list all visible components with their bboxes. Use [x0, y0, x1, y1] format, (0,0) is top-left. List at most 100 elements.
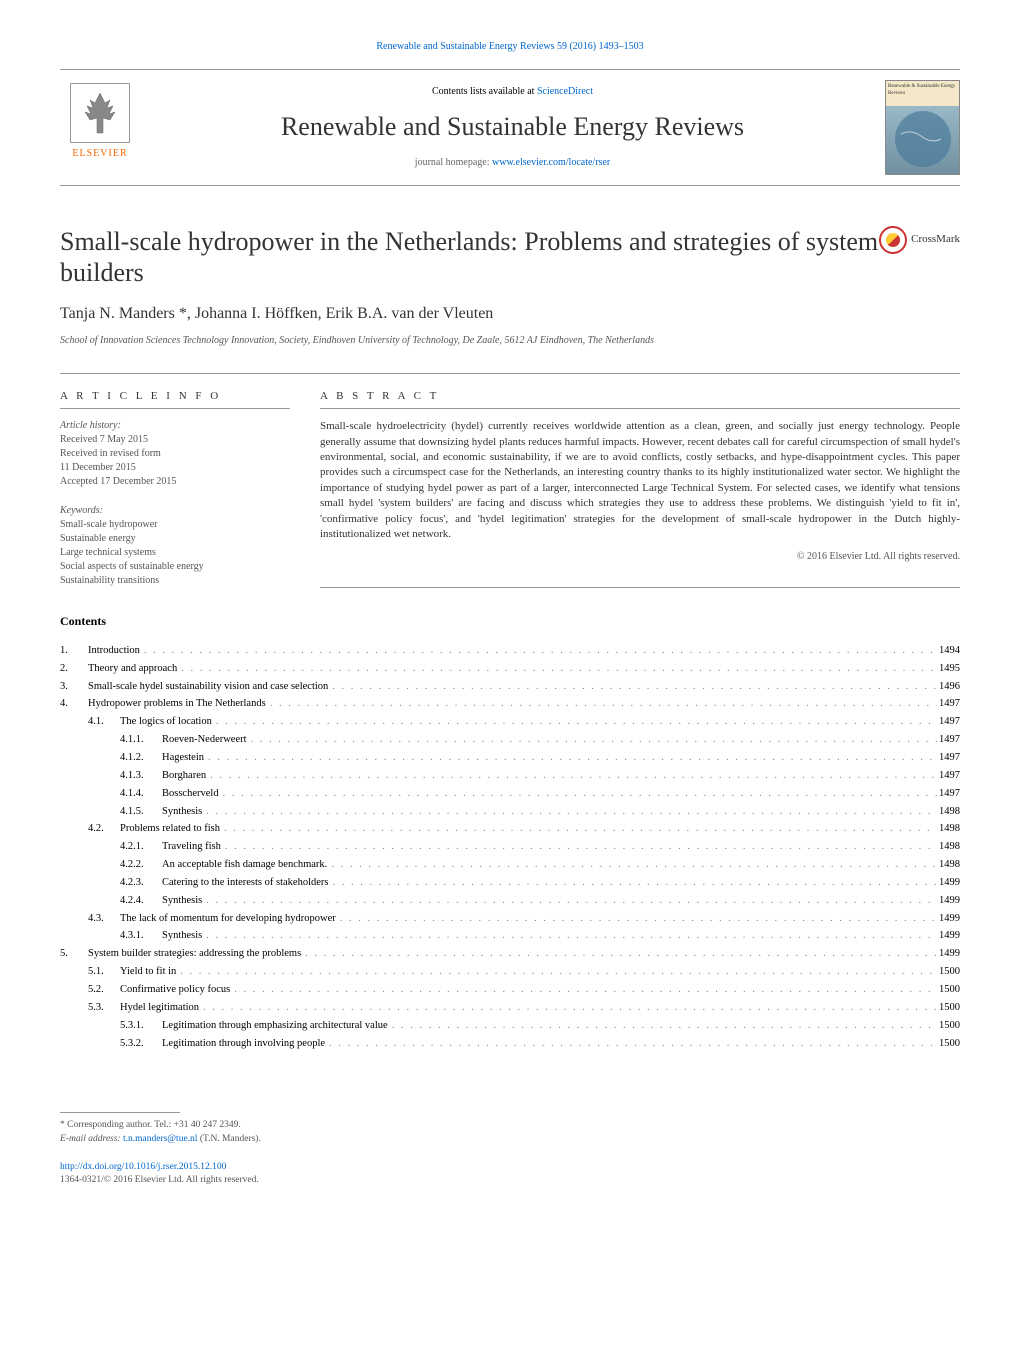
journal-header: ELSEVIER Contents lists available at Sci… [60, 69, 960, 186]
toc-number: 4.3.1. [120, 927, 162, 945]
history-received: Received 7 May 2015 [60, 433, 290, 447]
toc-title: Yield to fit in [120, 963, 176, 981]
toc-number: 3. [60, 678, 88, 696]
toc-page: 1499 [939, 927, 960, 945]
toc-page: 1499 [939, 910, 960, 928]
toc-row: 5.3.2.Legitimation through involving peo… [60, 1035, 960, 1053]
toc-dots [202, 803, 937, 821]
toc-number: 4.2.4. [120, 892, 162, 910]
corresponding-author: * Corresponding author. Tel.: +31 40 247… [60, 1119, 960, 1132]
article-title: Small-scale hydropower in the Netherland… [60, 226, 879, 288]
toc-title: Problems related to fish [120, 820, 220, 838]
toc-dots [327, 856, 937, 874]
toc-number: 5.2. [88, 981, 120, 999]
toc-dots [329, 874, 938, 892]
toc-dots [177, 660, 937, 678]
toc-dots [328, 678, 937, 696]
toc-title: The logics of location [120, 713, 212, 731]
toc-row: 4.1.3.Borgharen1497 [60, 767, 960, 785]
toc-row: 4.3.The lack of momentum for developing … [60, 910, 960, 928]
toc-dots [204, 749, 937, 767]
toc-dots [199, 999, 937, 1017]
toc-dots [266, 695, 937, 713]
toc-number: 4.2. [88, 820, 120, 838]
journal-citation: Renewable and Sustainable Energy Reviews… [60, 40, 960, 54]
toc-row: 4.1.5.Synthesis1498 [60, 803, 960, 821]
toc-page: 1497 [939, 767, 960, 785]
toc-row: 4.1.1.Roeven-Nederweert1497 [60, 731, 960, 749]
toc-row: 4.2.2.An acceptable fish damage benchmar… [60, 856, 960, 874]
toc-page: 1500 [939, 1017, 960, 1035]
sciencedirect-link[interactable]: ScienceDirect [537, 86, 593, 97]
article-title-row: Small-scale hydropower in the Netherland… [60, 226, 960, 303]
toc-title: Hydropower problems in The Netherlands [88, 695, 266, 713]
issn-copyright: 1364-0321/© 2016 Elsevier Ltd. All right… [60, 1175, 259, 1185]
crossmark-label: CrossMark [911, 232, 960, 247]
toc-page: 1498 [939, 803, 960, 821]
crossmark-badge[interactable]: CrossMark [879, 226, 960, 254]
authors: Tanja N. Manders *, Johanna I. Höffken, … [60, 303, 960, 325]
toc-number: 4.2.2. [120, 856, 162, 874]
toc-number: 4. [60, 695, 88, 713]
abstract-block: A B S T R A C T Small-scale hydroelectri… [320, 389, 960, 588]
toc-page: 1500 [939, 1035, 960, 1053]
toc-number: 4.1.4. [120, 785, 162, 803]
keyword: Large technical systems [60, 546, 290, 560]
citation-link[interactable]: Renewable and Sustainable Energy Reviews… [376, 41, 643, 52]
toc-title: Small-scale hydel sustainability vision … [88, 678, 328, 696]
toc-title: Synthesis [162, 927, 202, 945]
toc-row: 3.Small-scale hydel sustainability visio… [60, 678, 960, 696]
cover-title: Renewable & Sustainable Energy Reviews [886, 81, 959, 106]
keywords-label: Keywords: [60, 504, 290, 518]
toc-dots [230, 981, 937, 999]
toc-dots [221, 838, 937, 856]
toc-dots [212, 713, 937, 731]
doi-block: http://dx.doi.org/10.1016/j.rser.2015.12… [60, 1161, 960, 1188]
toc-dots [325, 1035, 937, 1053]
history-label: Article history: [60, 419, 290, 433]
toc-dots [206, 767, 937, 785]
toc-row: 4.1.The logics of location1497 [60, 713, 960, 731]
toc-number: 4.2.1. [120, 838, 162, 856]
toc-title: An acceptable fish damage benchmark. [162, 856, 327, 874]
toc-row: 2.Theory and approach 1495 [60, 660, 960, 678]
toc-title: Theory and approach [88, 660, 177, 678]
toc-page: 1499 [939, 945, 960, 963]
toc-title: Catering to the interests of stakeholder… [162, 874, 329, 892]
homepage-link[interactable]: www.elsevier.com/locate/rser [492, 157, 610, 168]
toc-dots [388, 1017, 937, 1035]
keyword: Sustainability transitions [60, 574, 290, 588]
toc-title: Legitimation through involving people [162, 1035, 325, 1053]
history-revised-label: Received in revised form [60, 447, 290, 461]
toc-page: 1495 [939, 660, 960, 678]
toc-number: 2. [60, 660, 88, 678]
toc-title: Confirmative policy focus [120, 981, 230, 999]
toc-number: 5.3. [88, 999, 120, 1017]
toc-title: Borgharen [162, 767, 206, 785]
toc-title: Hydel legitimation [120, 999, 199, 1017]
toc-row: 4.1.2.Hagestein1497 [60, 749, 960, 767]
keyword: Social aspects of sustainable energy [60, 560, 290, 574]
corresponding-email: E-mail address: t.n.manders@tue.nl (T.N.… [60, 1133, 960, 1146]
doi-link[interactable]: http://dx.doi.org/10.1016/j.rser.2015.12… [60, 1162, 226, 1172]
toc-number: 4.1.2. [120, 749, 162, 767]
history-accepted: Accepted 17 December 2015 [60, 475, 290, 489]
email-link[interactable]: t.n.manders@tue.nl [123, 1134, 197, 1144]
toc-number: 4.1.1. [120, 731, 162, 749]
toc-number: 4.1. [88, 713, 120, 731]
toc-dots [219, 785, 937, 803]
abstract-copyright: © 2016 Elsevier Ltd. All rights reserved… [320, 550, 960, 564]
toc-page: 1500 [939, 963, 960, 981]
toc-title: The lack of momentum for developing hydr… [120, 910, 336, 928]
toc-title: System builder strategies: addressing th… [88, 945, 301, 963]
article-info-label: A R T I C L E I N F O [60, 389, 290, 409]
footer-rule [60, 1112, 180, 1113]
affiliation: School of Innovation Sciences Technology… [60, 334, 960, 348]
toc-dots [140, 642, 937, 660]
toc-title: Roeven-Nederweert [162, 731, 247, 749]
toc-page: 1499 [939, 892, 960, 910]
toc-number: 1. [60, 642, 88, 660]
info-abstract-row: A R T I C L E I N F O Article history: R… [60, 373, 960, 588]
history-revised-date: 11 December 2015 [60, 461, 290, 475]
toc-number: 4.1.5. [120, 803, 162, 821]
